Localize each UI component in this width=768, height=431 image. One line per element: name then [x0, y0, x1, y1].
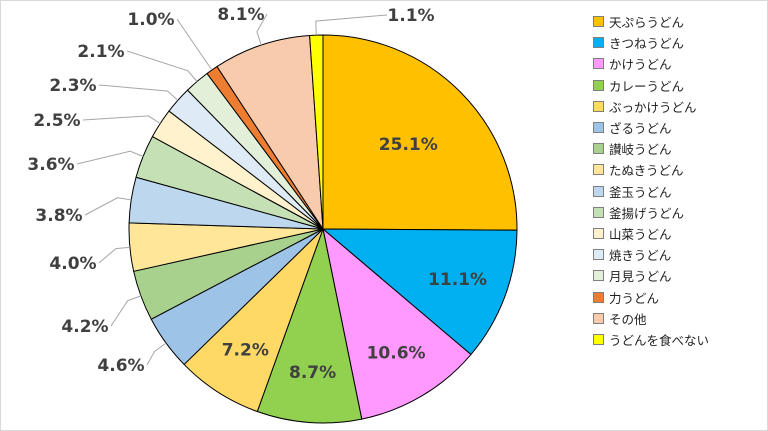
leader-line [98, 84, 179, 101]
pie-slice [322, 227, 472, 420]
legend-swatch [593, 37, 604, 49]
legend-label: きつねうどん [609, 36, 685, 52]
slice-value-label: 4.0% [49, 254, 96, 274]
legend-label: 山菜うどん [609, 226, 672, 242]
leader-line [126, 50, 198, 82]
leader-line [315, 14, 388, 36]
legend-label: ざるうどん [609, 121, 672, 137]
legend-swatch [593, 270, 604, 282]
legend-item: その他 [593, 308, 763, 329]
slice-value-label: 4.2% [61, 317, 108, 337]
legend-item: ぶっかけうどん [593, 96, 763, 117]
legend-item: 焼きうどん [593, 244, 763, 265]
slice-value-label: 4.6% [97, 356, 144, 376]
leader-line [84, 197, 132, 216]
legend-swatch [593, 58, 604, 70]
legend-label: 讃岐うどん [609, 142, 672, 158]
leader-line [76, 150, 144, 165]
legend-label: 月見うどん [609, 269, 672, 285]
legend-swatch [593, 185, 604, 197]
legend-swatch [593, 206, 604, 218]
legend-swatch [593, 249, 604, 261]
pie-slice [322, 34, 518, 231]
leader-line [146, 342, 167, 366]
legend-item: 山菜うどん [593, 223, 763, 244]
pie-slice [216, 34, 324, 231]
leader-line [110, 295, 142, 327]
legend-label: かけうどん [609, 57, 672, 73]
legend-swatch [593, 16, 604, 28]
legend-swatch [593, 333, 604, 345]
legend-label: カレーうどん [609, 78, 685, 94]
legend-label: 天ぷらうどん [609, 15, 685, 31]
legend-item: 天ぷらうどん [593, 11, 763, 32]
slice-value-label: 8.1% [217, 5, 264, 25]
slice-value-label: 1.1% [387, 6, 434, 26]
leader-line [98, 246, 130, 264]
slice-value-label: 2.1% [77, 42, 124, 62]
slice-value-label: 3.6% [27, 155, 74, 175]
slice-value-label: 1.0% [127, 10, 174, 30]
pie-slice [256, 227, 363, 424]
legend-item: 力うどん [593, 286, 763, 307]
legend-swatch [593, 122, 604, 134]
legend-label: うどんを食べない [609, 332, 710, 348]
pie-slice [309, 34, 324, 230]
legend-swatch [593, 164, 604, 176]
legend-item: 釜玉うどん [593, 181, 763, 202]
legend-label: その他 [609, 311, 647, 327]
legend-swatch [593, 312, 604, 324]
slice-value-label: 25.1% [379, 135, 438, 155]
legend-label: ぶっかけうどん [609, 99, 697, 115]
leader-line [176, 18, 213, 71]
pie-slice [321, 228, 518, 356]
legend-item: たぬきうどん [593, 159, 763, 180]
legend-label: 力うどん [609, 290, 660, 306]
legend-item: カレーうどん [593, 75, 763, 96]
legend-item: きつねうどん [593, 32, 763, 53]
slice-value-label: 2.3% [49, 76, 96, 96]
leader-line [82, 115, 161, 124]
slice-value-label: 2.5% [33, 111, 80, 131]
legend-item: うどんを食べない [593, 329, 763, 350]
legend-swatch [593, 143, 604, 155]
legend-swatch [593, 291, 604, 303]
legend-label: 釜玉うどん [609, 184, 672, 200]
leader-line [256, 13, 268, 46]
legend-label: 焼きうどん [609, 248, 672, 264]
slice-value-label: 8.7% [289, 363, 336, 383]
slice-value-label: 10.6% [367, 344, 426, 364]
legend: 天ぷらうどん きつねうどん かけうどんカレーうどん ぶっかけうどん ざるうどん讃岐うどん… [593, 11, 763, 350]
legend-swatch [593, 227, 604, 239]
legend-label: 釜揚げうどん [609, 205, 685, 221]
legend-item: 讃岐うどん [593, 138, 763, 159]
slice-value-label: 11.1% [428, 270, 487, 290]
slice-value-label: 3.8% [35, 206, 82, 226]
legend-swatch [593, 79, 604, 91]
slice-value-label: 7.2% [222, 341, 269, 361]
legend-label: たぬきうどん [609, 163, 684, 179]
legend-item: ざるうどん [593, 117, 763, 138]
legend-item: 月見うどん [593, 265, 763, 286]
legend-item: かけうどん [593, 53, 763, 74]
pie-chart: 25.1% 11.1% 10.6% 8.7% 7.2% 4.6% 4.2% 4.0% 3.8% 3… [27, 5, 518, 424]
legend-item: 釜揚げうどん [593, 202, 763, 223]
legend-swatch [593, 100, 604, 112]
